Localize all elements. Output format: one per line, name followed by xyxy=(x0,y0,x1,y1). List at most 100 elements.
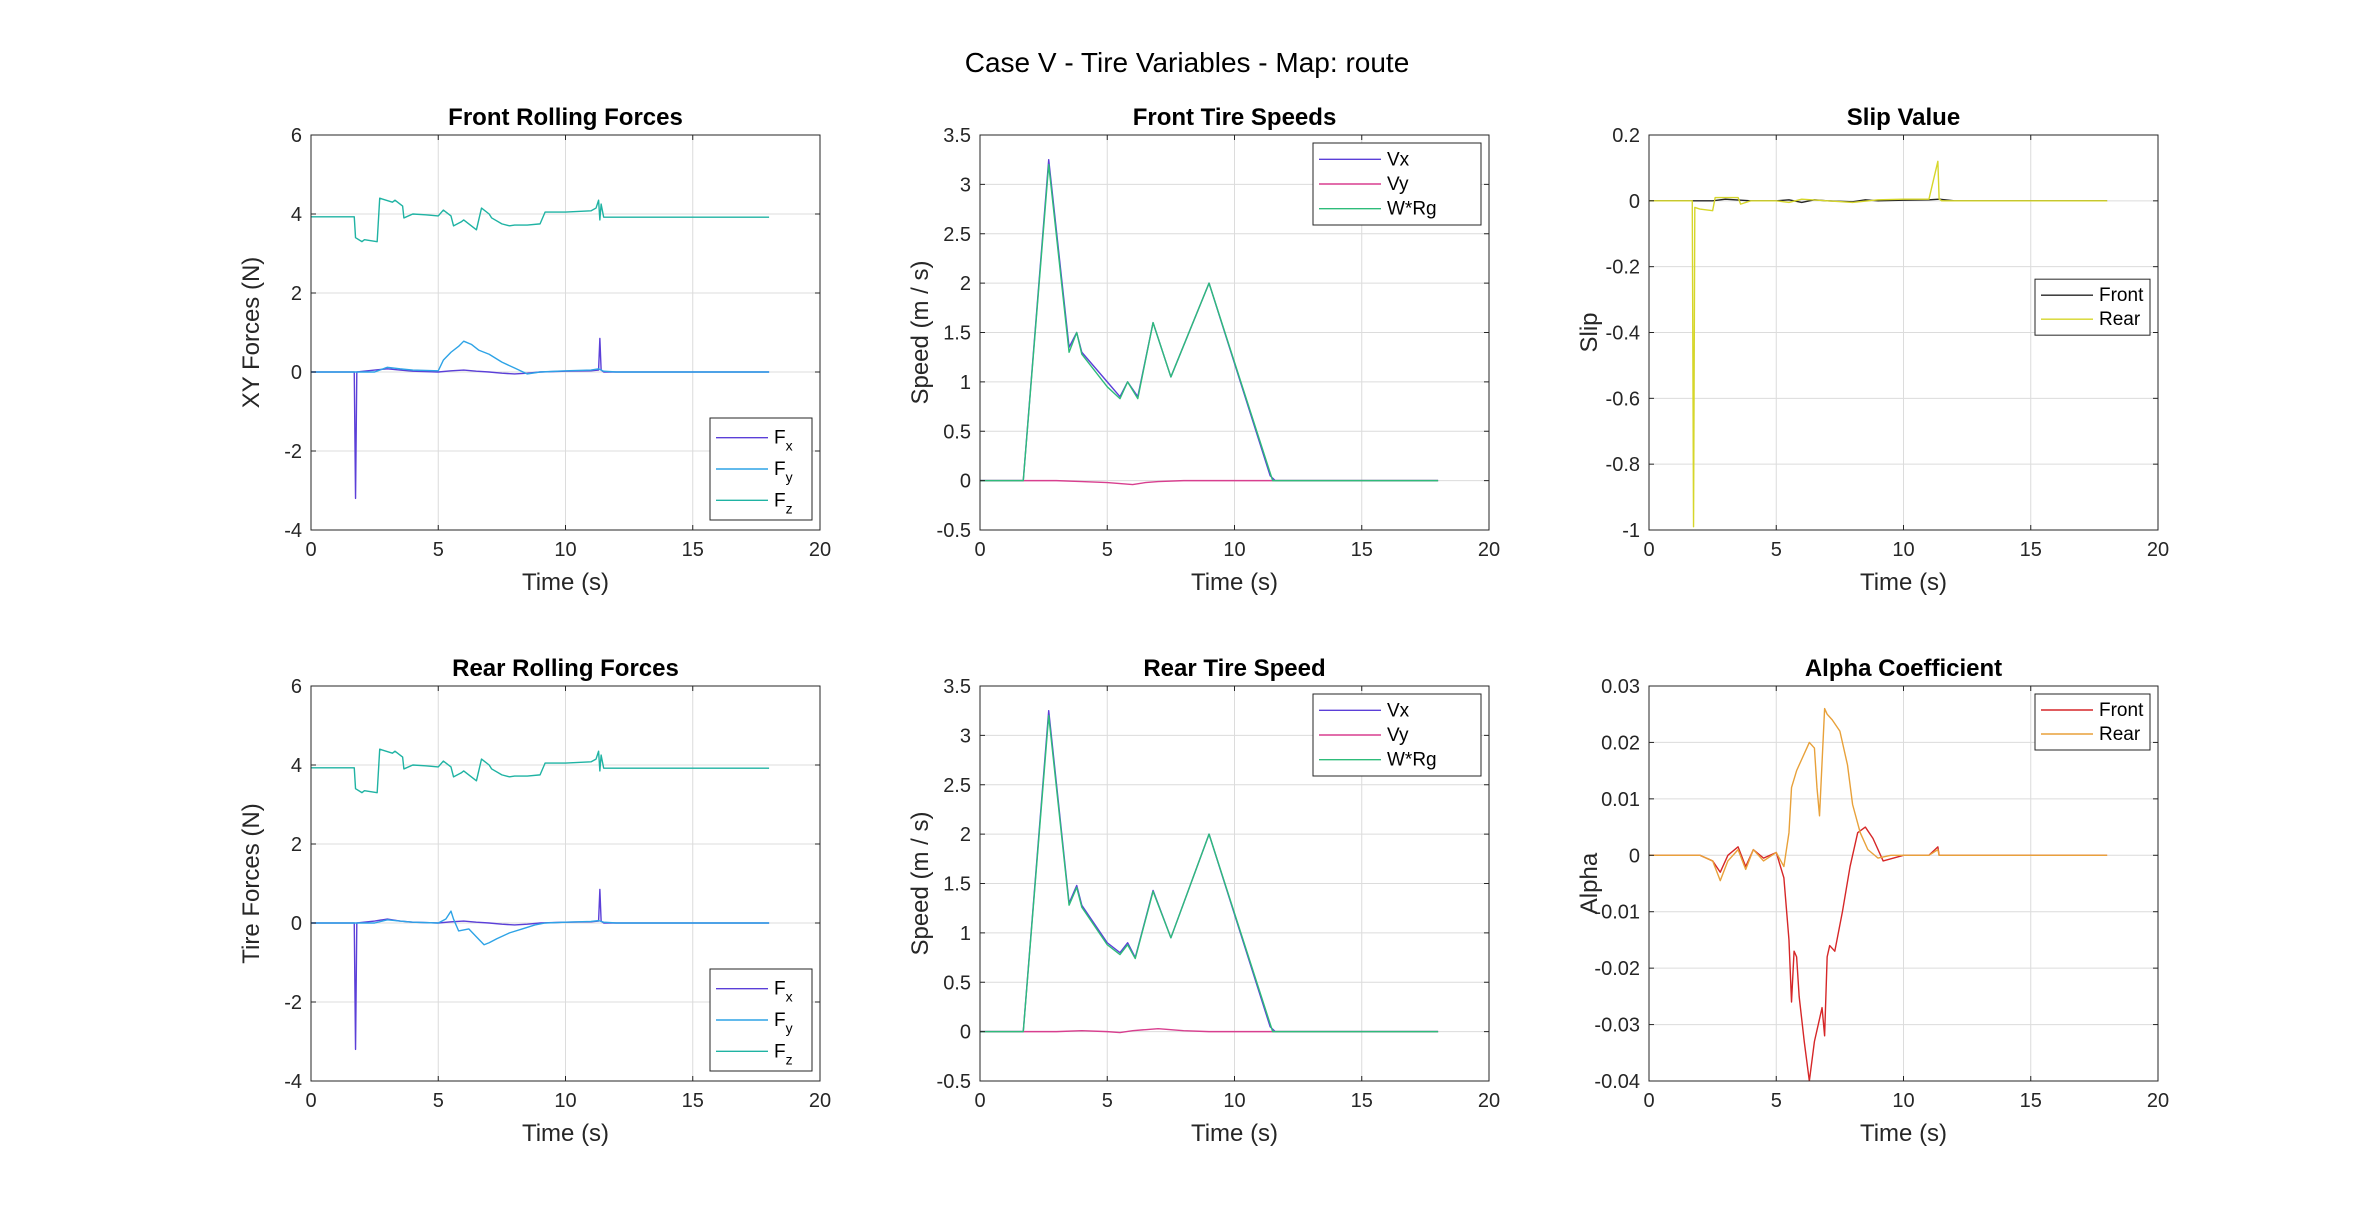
series-group xyxy=(1649,160,2108,528)
y-tick-label: 1.5 xyxy=(943,323,971,345)
series-group xyxy=(1649,707,2108,1081)
series-line-front xyxy=(1649,826,2108,1081)
x-tick-label: 15 xyxy=(2020,1090,2042,1112)
x-tick-label: 15 xyxy=(2020,539,2042,561)
y-axis-label: Speed (m / s) xyxy=(907,811,934,955)
legend-label: Front xyxy=(2099,285,2144,306)
series-line-f-y xyxy=(311,910,770,946)
y-tick-label: -0.2 xyxy=(1606,257,1640,279)
y-tick-label: -0.01 xyxy=(1594,902,1640,924)
subplot-front-rolling-forces: 0 5 10 15 20 -4 -2 0 2 4 6 Front Rolling Forces Time… xyxy=(238,104,831,596)
x-axis-label: Time (s) xyxy=(522,569,609,596)
subplot-title: Alpha Coefficient xyxy=(1805,655,2002,682)
legend-label-subscript: x xyxy=(786,438,793,454)
y-tick-label: -1 xyxy=(1622,520,1640,542)
y-tick-label: 0.5 xyxy=(943,421,971,443)
y-axis-label: Speed (m / s) xyxy=(907,260,934,404)
series-line-rear xyxy=(1649,707,2108,882)
y-tick-label: 4 xyxy=(291,755,302,777)
x-tick-label: 15 xyxy=(1351,539,1373,561)
y-tick-label: 2 xyxy=(291,283,302,305)
x-tick-label: 0 xyxy=(305,539,316,561)
series-line-vy xyxy=(980,1027,1439,1034)
legend-box xyxy=(2034,278,2151,336)
x-tick-label: 5 xyxy=(1102,1090,1113,1112)
y-tick-label: 0 xyxy=(960,1022,971,1044)
y-tick-label: -0.04 xyxy=(1594,1071,1640,1093)
legend-label-subscript: z xyxy=(786,500,793,516)
y-tick-label: 0.5 xyxy=(943,972,971,994)
x-tick-label: 10 xyxy=(1223,539,1245,561)
y-tick-label: -2 xyxy=(284,441,302,463)
x-tick-label: 0 xyxy=(974,539,985,561)
series-group xyxy=(311,197,770,500)
y-tick-label: 1.5 xyxy=(943,874,971,896)
y-tick-label: -4 xyxy=(284,520,302,542)
y-tick-label: -2 xyxy=(284,992,302,1014)
figure-title: Case V - Tire Variables - Map: route xyxy=(965,47,1410,78)
y-tick-label: -0.03 xyxy=(1594,1015,1640,1037)
y-axis-label: Alpha xyxy=(1576,852,1603,914)
subplot-alpha-coefficient: 0 5 10 15 20 -0.04 -0.03 -0.02 -0.01 0 0.01 0.02 0.0… xyxy=(1576,655,2169,1147)
x-tick-label: 20 xyxy=(1478,1090,1500,1112)
legend-label-subscript: y xyxy=(786,469,793,485)
x-tick-label: 20 xyxy=(809,1090,831,1112)
y-tick-label: -0.02 xyxy=(1594,958,1640,980)
series-group xyxy=(980,158,1439,486)
series-line-f-z xyxy=(311,748,770,794)
series-line-vy xyxy=(980,479,1439,486)
legend-label-subscript: z xyxy=(786,1051,793,1067)
x-axis-label: Time (s) xyxy=(522,1120,609,1147)
legend-label: Rear xyxy=(2099,309,2141,330)
y-tick-label: 2 xyxy=(291,834,302,856)
series-line-f-y xyxy=(311,340,770,375)
legend: Vx Vy W*Rg xyxy=(1312,142,1482,226)
x-tick-label: 0 xyxy=(974,1090,985,1112)
y-tick-label: 2.5 xyxy=(943,775,971,797)
series-group xyxy=(311,748,770,1051)
legend-label-subscript: x xyxy=(786,989,793,1005)
y-tick-label: 1 xyxy=(960,372,971,394)
legend-label: W*Rg xyxy=(1387,750,1437,771)
y-tick-label: 4 xyxy=(291,204,302,226)
y-tick-label: 3.5 xyxy=(943,125,971,147)
legend-label: Vx xyxy=(1387,700,1410,721)
subplot-slip-value: 0 5 10 15 20 -1 -0.8 -0.6 -0.4 -0.2 0 0.2 Slip Value… xyxy=(1576,104,2169,596)
y-axis-label: Slip xyxy=(1576,312,1603,352)
x-tick-label: 20 xyxy=(2147,1090,2169,1112)
y-tick-label: 1 xyxy=(960,923,971,945)
y-tick-label: 0.2 xyxy=(1612,125,1640,147)
y-axis-label: Tire Forces (N) xyxy=(238,803,265,963)
y-tick-label: -0.8 xyxy=(1606,454,1640,476)
x-axis-label: Time (s) xyxy=(1191,1120,1278,1147)
y-tick-label: 2 xyxy=(960,273,971,295)
series-line-f-x xyxy=(311,888,770,1051)
x-tick-label: 10 xyxy=(1892,1090,1914,1112)
x-axis-label: Time (s) xyxy=(1860,569,1947,596)
series-group xyxy=(980,709,1439,1034)
y-tick-label: 3 xyxy=(960,174,971,196)
legend-label: Front xyxy=(2099,700,2144,721)
y-tick-label: 0.02 xyxy=(1601,732,1640,754)
x-tick-label: 0 xyxy=(1643,1090,1654,1112)
y-tick-label: 6 xyxy=(291,125,302,147)
legend: Vx Vy W*Rg xyxy=(1312,693,1482,777)
y-tick-label: 6 xyxy=(291,676,302,698)
y-tick-label: -0.5 xyxy=(937,1071,971,1093)
y-tick-label: 0 xyxy=(1629,191,1640,213)
subplot-title: Front Rolling Forces xyxy=(448,104,683,131)
x-tick-label: 15 xyxy=(682,539,704,561)
x-tick-label: 15 xyxy=(682,1090,704,1112)
legend-box xyxy=(2034,693,2151,751)
x-tick-label: 0 xyxy=(1643,539,1654,561)
y-tick-label: 2.5 xyxy=(943,224,971,246)
legend-label: Vy xyxy=(1387,174,1409,195)
subplot-title: Rear Tire Speed xyxy=(1143,655,1325,682)
series-line-w-rg xyxy=(980,163,1439,482)
subplot-rear-rolling-forces: 0 5 10 15 20 -4 -2 0 2 4 6 Rear Rolling Forces Time … xyxy=(238,655,831,1147)
legend-label: Vy xyxy=(1387,725,1409,746)
x-tick-label: 5 xyxy=(1102,539,1113,561)
